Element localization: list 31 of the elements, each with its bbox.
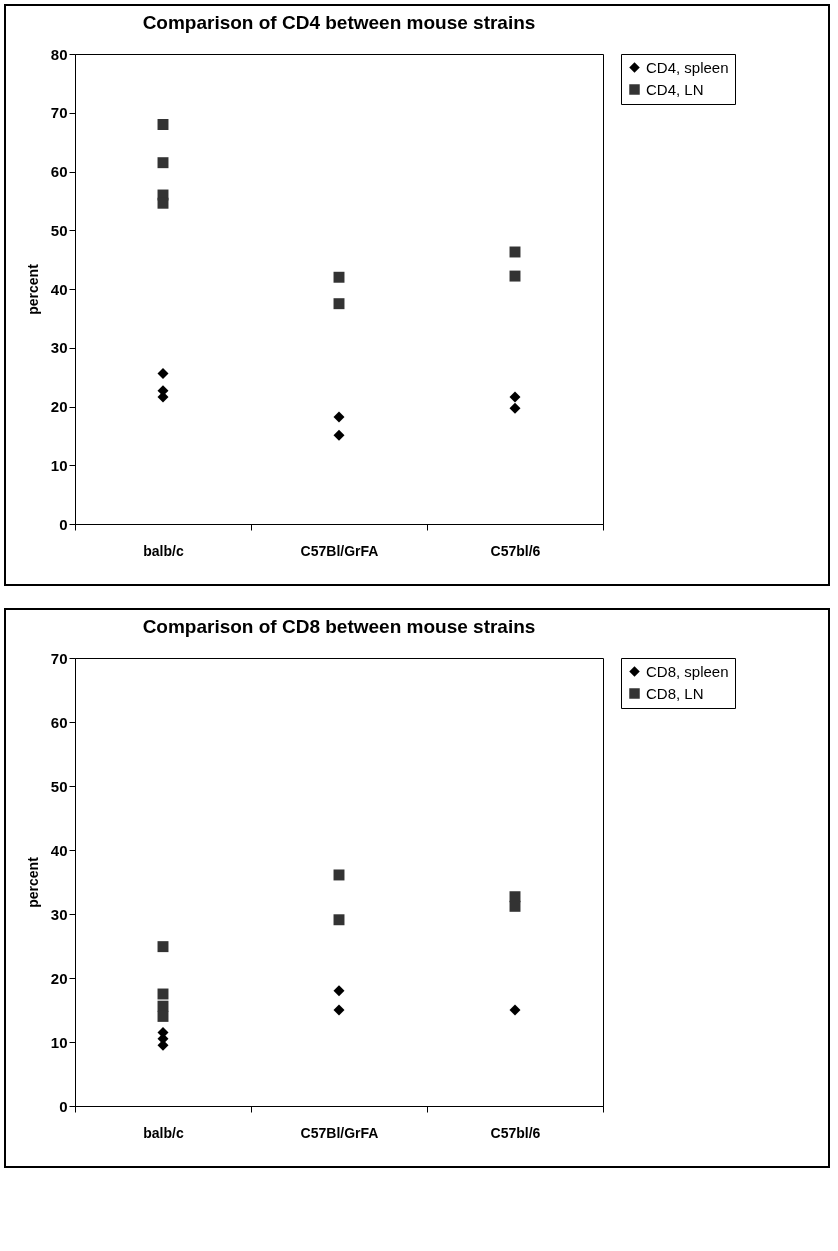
y-tick-label: 60: [50, 713, 68, 731]
y-axis-title: percent: [24, 856, 41, 908]
chart-title: Comparison of CD4 between mouse strains: [142, 12, 536, 33]
y-tick-label: 30: [50, 339, 68, 357]
y-tick-label: 80: [50, 45, 68, 63]
x-tick-label: C57bl/6: [490, 542, 541, 559]
y-tick-label: 10: [50, 1033, 68, 1051]
x-tick-label: balb/c: [143, 542, 184, 559]
y-tick-label: 40: [50, 280, 68, 298]
chart-title: Comparison of CD8 between mouse strains: [142, 616, 536, 637]
y-tick-label: 40: [50, 841, 68, 859]
y-tick-label: 50: [50, 221, 68, 239]
y-tick-label: 50: [50, 777, 68, 795]
y-tick-label: 20: [50, 398, 68, 415]
x-tick-label: C57Bl/GrFA: [300, 1124, 379, 1141]
legend-label: CD4, LN: [646, 80, 704, 98]
x-tick-label: C57Bl/GrFA: [300, 542, 379, 559]
x-tick-label: C57bl/6: [490, 1124, 541, 1141]
legend-label: CD4, spleen: [646, 58, 729, 76]
y-tick-label: 0: [59, 1097, 68, 1115]
legend-label: CD8, spleen: [646, 662, 729, 680]
y-tick-label: 30: [50, 905, 68, 923]
y-tick-label: 20: [50, 969, 68, 987]
y-axis-title: percent: [24, 263, 41, 315]
y-tick-label: 70: [50, 649, 68, 667]
y-tick-label: 60: [50, 163, 68, 180]
x-tick-label: balb/c: [143, 1124, 184, 1141]
y-tick-label: 0: [59, 515, 68, 533]
legend-label: CD8, LN: [646, 684, 704, 702]
y-tick-label: 10: [50, 456, 68, 474]
y-tick-label: 70: [50, 104, 68, 122]
